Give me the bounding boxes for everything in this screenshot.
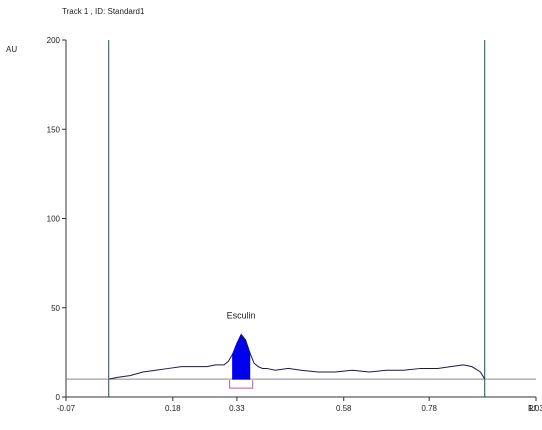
y-tick-label: 100 xyxy=(47,215,61,224)
y-axis-label: AU xyxy=(6,45,17,54)
x-axis-label: Rf xyxy=(528,404,537,413)
y-tick-label: 200 xyxy=(47,36,61,45)
x-tick-label: 0.78 xyxy=(421,404,437,413)
x-tick-label: 0.33 xyxy=(229,404,245,413)
x-tick-label: -0.07 xyxy=(57,404,76,413)
x-tick-label: 0.58 xyxy=(336,404,352,413)
chart-title: Track 1 , ID: Standard1 xyxy=(62,7,145,16)
y-tick-label: 150 xyxy=(47,125,61,134)
x-tick-label: 0.18 xyxy=(165,404,181,413)
peak-label: Esculin xyxy=(227,311,256,321)
y-tick-label: 50 xyxy=(51,304,60,313)
x-tick-label: 1.03 xyxy=(528,404,542,413)
signal-trace xyxy=(108,333,486,380)
peak-area xyxy=(232,333,251,380)
y-tick-label: 0 xyxy=(56,393,61,402)
integration-bracket xyxy=(229,380,254,389)
